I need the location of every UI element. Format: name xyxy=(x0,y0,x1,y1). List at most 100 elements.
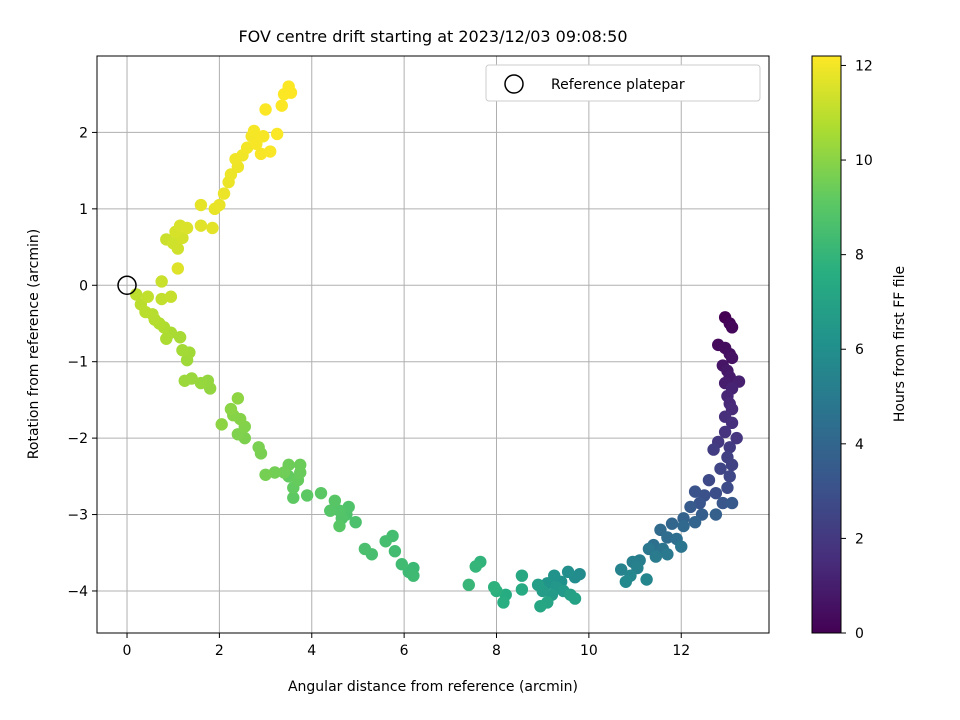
data-point xyxy=(619,575,633,588)
data-point xyxy=(252,441,265,454)
y-axis-ticks: −4 −3 −2 −1 0 1 2 xyxy=(67,125,97,600)
data-points xyxy=(130,80,746,613)
data-point xyxy=(725,496,739,510)
data-point xyxy=(263,145,277,158)
data-point xyxy=(217,187,231,200)
colorbar-tick-label: 2 xyxy=(855,531,864,547)
data-point xyxy=(180,221,194,235)
data-point xyxy=(224,402,238,416)
data-point xyxy=(515,569,529,582)
grid-lines xyxy=(97,56,769,633)
y-tick-label: −4 xyxy=(67,584,88,600)
y-tick-label: 0 xyxy=(79,278,88,294)
data-point xyxy=(314,486,328,500)
data-point xyxy=(716,496,730,510)
data-point xyxy=(194,376,208,390)
plot-frame xyxy=(96,55,770,634)
y-tick-label: 2 xyxy=(79,125,88,141)
data-point xyxy=(688,515,702,529)
data-point xyxy=(349,515,362,529)
data-point xyxy=(259,103,272,116)
data-point xyxy=(688,485,702,498)
data-point xyxy=(294,458,307,472)
data-point xyxy=(677,519,690,533)
data-point xyxy=(257,130,270,143)
data-point xyxy=(725,321,739,334)
data-point xyxy=(178,374,191,388)
data-point xyxy=(164,290,178,303)
y-tick-label: 1 xyxy=(79,202,88,218)
data-point xyxy=(270,127,284,141)
data-point xyxy=(515,583,529,596)
data-point xyxy=(379,535,392,548)
data-point xyxy=(661,548,674,561)
colorbar-tick-label: 10 xyxy=(855,153,873,169)
data-point xyxy=(287,491,300,504)
data-point xyxy=(649,550,663,563)
data-point xyxy=(333,504,346,517)
y-tick-label: −3 xyxy=(67,508,88,524)
data-point xyxy=(277,466,291,479)
data-point xyxy=(333,519,346,533)
data-point xyxy=(275,99,288,112)
colorbar-tick-label: 8 xyxy=(855,248,864,264)
data-point xyxy=(725,351,739,365)
data-point xyxy=(407,569,420,582)
data-point xyxy=(194,219,208,232)
legend-box xyxy=(485,64,761,102)
data-point xyxy=(723,441,736,454)
data-point xyxy=(730,431,743,445)
data-point xyxy=(247,124,261,138)
data-point xyxy=(684,500,697,514)
x-axis-ticks: 0 2 4 6 8 10 12 xyxy=(123,633,690,659)
data-point xyxy=(231,392,245,405)
data-point xyxy=(531,578,545,592)
data-point xyxy=(259,468,272,482)
data-point xyxy=(358,542,372,556)
data-point xyxy=(615,563,628,576)
data-point xyxy=(171,242,185,255)
data-point xyxy=(171,262,185,275)
colorbar-tick-label: 4 xyxy=(855,437,864,453)
data-point xyxy=(160,332,173,345)
data-point xyxy=(707,443,720,456)
data-point xyxy=(561,565,575,579)
y-axis-label: Rotation from reference (arcmin) xyxy=(26,229,42,459)
data-point xyxy=(534,600,547,613)
x-tick-label: 10 xyxy=(580,643,598,659)
data-point xyxy=(176,344,189,357)
legend-marker-icon xyxy=(504,74,524,94)
data-point xyxy=(709,486,723,500)
data-point xyxy=(213,198,226,212)
data-point xyxy=(173,331,187,344)
data-point xyxy=(709,508,723,521)
data-point xyxy=(725,416,739,430)
chart-title: FOV centre drift starting at 2023/12/03 … xyxy=(238,27,627,46)
x-tick-label: 8 xyxy=(492,643,501,659)
y-tick-label: −1 xyxy=(67,355,88,371)
x-tick-label: 2 xyxy=(215,643,224,659)
data-point xyxy=(725,458,739,472)
data-point xyxy=(675,540,688,553)
x-axis-label: Angular distance from reference (arcmin) xyxy=(288,679,578,695)
x-tick-label: 4 xyxy=(307,643,316,659)
legend: Reference platepar xyxy=(485,64,761,102)
data-point xyxy=(194,198,208,212)
data-point xyxy=(462,578,475,592)
data-point xyxy=(568,592,582,605)
colorbar-tick-label: 0 xyxy=(855,626,864,642)
data-point xyxy=(155,275,168,288)
data-point xyxy=(497,596,510,609)
data-point xyxy=(284,86,298,99)
data-point xyxy=(388,545,402,558)
data-point xyxy=(487,580,501,594)
x-tick-label: 12 xyxy=(672,643,690,659)
data-point xyxy=(665,517,679,530)
data-point xyxy=(215,418,228,431)
reference-platepar-marker xyxy=(117,275,137,296)
y-tick-label: −2 xyxy=(67,431,88,447)
x-tick-label: 0 xyxy=(123,643,132,659)
data-point xyxy=(714,462,727,475)
colorbar xyxy=(811,55,842,634)
